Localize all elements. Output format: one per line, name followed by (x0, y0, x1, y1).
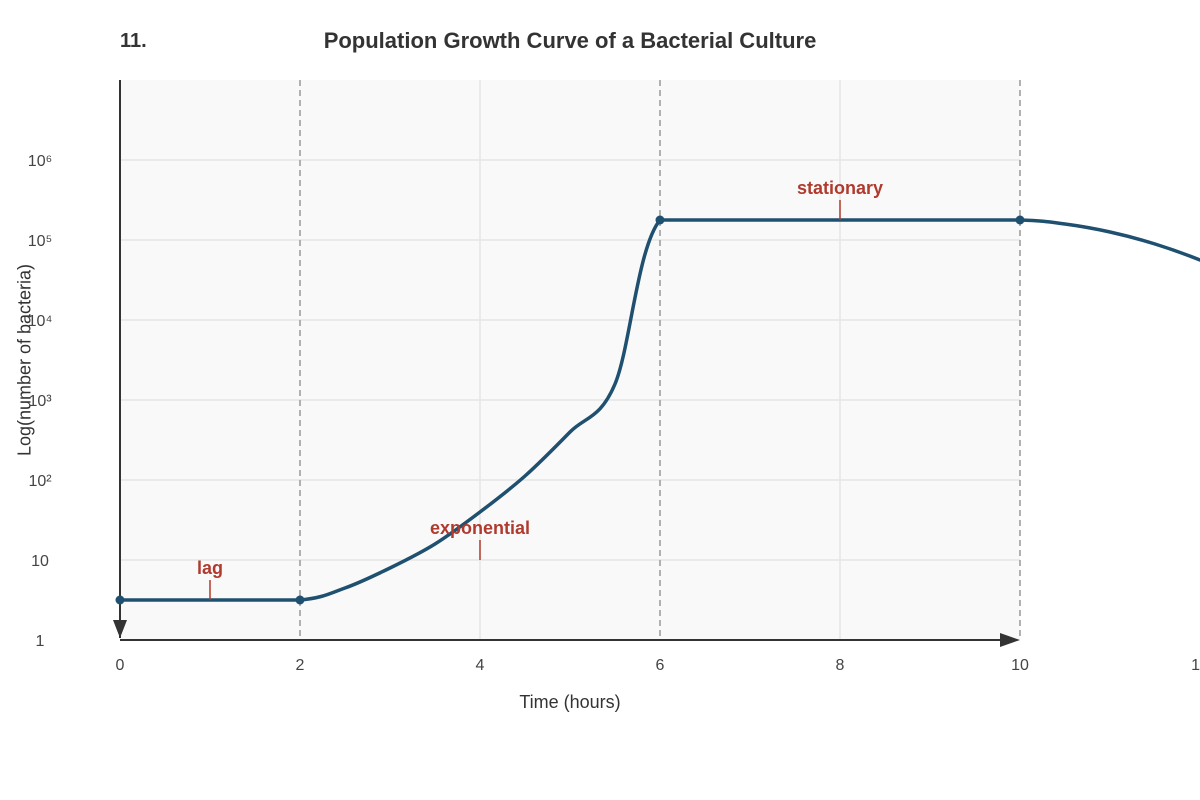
x-axis-label: Time (hours) (519, 692, 621, 712)
x-tick-label: 4 (476, 657, 485, 674)
y-tick-label: 10² (28, 473, 52, 490)
phase-transition-point (295, 595, 305, 605)
phase-label-exponential: exponential (430, 518, 530, 538)
x-tick-label: 8 (836, 657, 845, 674)
y-axis-arrowhead (113, 620, 127, 638)
x-tick-label: 6 (656, 657, 665, 674)
y-tick-label: 10⁶ (28, 153, 52, 170)
phase-transition-point (115, 595, 125, 605)
y-tick-label: 10⁴ (28, 313, 53, 330)
phase-label-stationary: stationary (797, 178, 883, 198)
x-tick-label: 10 (1011, 657, 1029, 674)
x-axis-arrowhead (1000, 633, 1020, 647)
x-tick-label: 2 (296, 657, 305, 674)
y-tick-label: 10⁵ (28, 233, 52, 250)
question-number: 11. (120, 30, 147, 52)
phase-transition-point (1015, 215, 1025, 225)
plot-background (120, 80, 1020, 640)
phase-label-lag: lag (197, 558, 223, 578)
y-tick-label: 10³ (28, 393, 52, 410)
x-tick-label: 0 (116, 657, 125, 674)
y-tick-label: 10 (31, 553, 49, 570)
x-tick-label: 12 (1191, 657, 1200, 674)
chart-title: Population Growth Curve of a Bacterial C… (323, 28, 817, 53)
y-tick-label: 1 (36, 633, 45, 650)
phase-transition-point (655, 215, 665, 225)
